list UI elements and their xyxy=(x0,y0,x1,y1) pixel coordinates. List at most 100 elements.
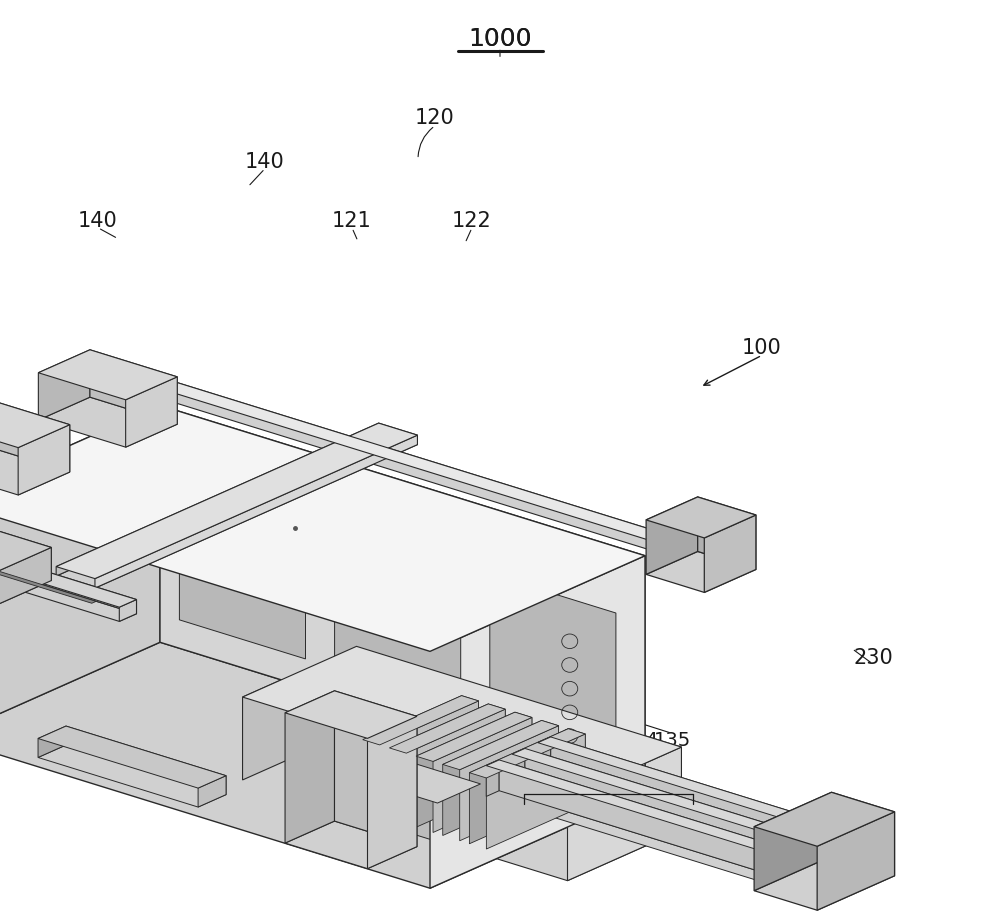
Polygon shape xyxy=(486,760,499,796)
Polygon shape xyxy=(754,793,832,891)
Polygon shape xyxy=(38,745,226,807)
Polygon shape xyxy=(469,729,585,778)
Polygon shape xyxy=(95,435,417,589)
Text: 132: 132 xyxy=(559,732,597,750)
Polygon shape xyxy=(817,812,895,910)
Polygon shape xyxy=(0,548,51,608)
Polygon shape xyxy=(538,737,842,833)
Polygon shape xyxy=(47,736,75,746)
Polygon shape xyxy=(460,726,559,841)
Polygon shape xyxy=(97,372,742,574)
Polygon shape xyxy=(380,701,479,816)
Polygon shape xyxy=(832,793,895,875)
Polygon shape xyxy=(38,397,177,447)
Polygon shape xyxy=(538,737,551,773)
Polygon shape xyxy=(243,729,681,881)
Polygon shape xyxy=(515,784,543,794)
Polygon shape xyxy=(512,779,816,875)
Polygon shape xyxy=(285,691,334,843)
Text: 131: 131 xyxy=(527,732,565,750)
Polygon shape xyxy=(285,821,417,869)
Polygon shape xyxy=(698,497,756,569)
Polygon shape xyxy=(56,423,379,576)
Text: 134: 134 xyxy=(621,732,659,750)
Polygon shape xyxy=(462,696,479,772)
Polygon shape xyxy=(490,574,616,755)
Polygon shape xyxy=(0,397,70,472)
Polygon shape xyxy=(0,405,645,651)
Polygon shape xyxy=(56,433,417,589)
Polygon shape xyxy=(538,768,842,864)
Text: 140: 140 xyxy=(245,152,285,172)
Polygon shape xyxy=(179,477,306,659)
Polygon shape xyxy=(0,397,70,447)
Polygon shape xyxy=(363,696,479,745)
Polygon shape xyxy=(90,350,177,425)
Polygon shape xyxy=(551,737,842,858)
Polygon shape xyxy=(416,712,532,762)
Text: 120: 120 xyxy=(415,108,455,128)
Polygon shape xyxy=(512,749,525,785)
Polygon shape xyxy=(486,734,585,849)
Polygon shape xyxy=(568,729,585,805)
Polygon shape xyxy=(0,642,645,888)
Polygon shape xyxy=(112,363,742,568)
Text: 300: 300 xyxy=(298,644,338,664)
Polygon shape xyxy=(486,791,790,886)
Polygon shape xyxy=(334,691,417,846)
Polygon shape xyxy=(646,497,756,537)
Polygon shape xyxy=(433,718,532,833)
Polygon shape xyxy=(416,712,515,827)
Polygon shape xyxy=(646,551,756,592)
Polygon shape xyxy=(0,525,51,580)
Polygon shape xyxy=(355,758,398,848)
Polygon shape xyxy=(443,792,559,841)
Polygon shape xyxy=(56,423,417,578)
Polygon shape xyxy=(355,829,480,875)
Polygon shape xyxy=(646,497,698,574)
Polygon shape xyxy=(368,716,417,869)
Polygon shape xyxy=(803,839,816,875)
Polygon shape xyxy=(727,558,742,574)
Polygon shape xyxy=(356,647,681,830)
Text: 200: 200 xyxy=(370,726,410,746)
Polygon shape xyxy=(829,827,842,864)
Polygon shape xyxy=(97,363,742,565)
Polygon shape xyxy=(38,350,177,400)
Polygon shape xyxy=(0,405,160,738)
Text: 100: 100 xyxy=(742,338,782,358)
Polygon shape xyxy=(38,726,66,757)
Text: 121: 121 xyxy=(332,211,372,231)
Polygon shape xyxy=(704,515,756,592)
Polygon shape xyxy=(499,760,790,881)
Polygon shape xyxy=(0,499,136,614)
Polygon shape xyxy=(0,445,70,495)
Polygon shape xyxy=(777,850,790,886)
Polygon shape xyxy=(389,775,505,824)
Polygon shape xyxy=(0,525,51,574)
Polygon shape xyxy=(126,377,177,447)
Polygon shape xyxy=(0,417,613,640)
Text: 230: 230 xyxy=(853,648,893,668)
Text: 133: 133 xyxy=(591,732,629,750)
Polygon shape xyxy=(389,704,505,753)
Text: 140: 140 xyxy=(78,211,118,231)
Polygon shape xyxy=(754,856,895,910)
Polygon shape xyxy=(430,556,645,888)
Polygon shape xyxy=(346,732,374,742)
Text: 135: 135 xyxy=(653,732,691,750)
Polygon shape xyxy=(18,425,70,495)
Text: 1000: 1000 xyxy=(468,27,532,51)
Polygon shape xyxy=(443,721,542,835)
Polygon shape xyxy=(525,749,816,869)
Polygon shape xyxy=(363,767,479,816)
Polygon shape xyxy=(406,709,505,824)
Polygon shape xyxy=(198,775,226,807)
Text: 130: 130 xyxy=(592,807,632,827)
Polygon shape xyxy=(160,405,645,793)
Text: 122: 122 xyxy=(452,211,492,231)
Text: 1000: 1000 xyxy=(468,27,532,51)
Polygon shape xyxy=(488,704,505,780)
Polygon shape xyxy=(363,696,462,811)
Polygon shape xyxy=(355,758,480,804)
